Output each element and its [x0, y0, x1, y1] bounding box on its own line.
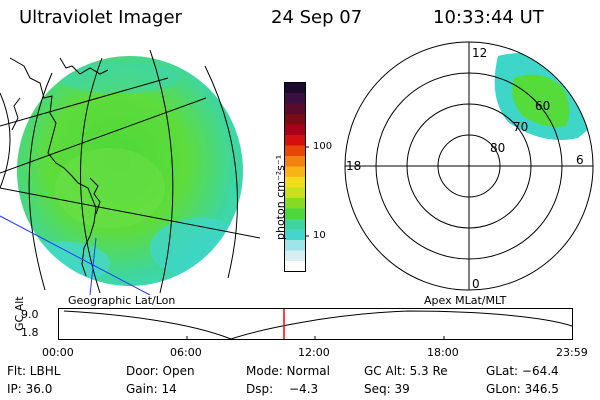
colorbar-swatch [284, 219, 306, 230]
colorbar-swatch [284, 82, 306, 94]
mlat-label-70: 70 [513, 120, 528, 134]
mlat-label-80: 80 [490, 141, 505, 155]
dsp-value: −4.3 [289, 382, 319, 396]
time-label: 10:33:44 UT [433, 7, 544, 28]
mlt-label-0: 0 [472, 277, 480, 291]
coastline [9, 57, 109, 277]
colorbar [284, 82, 309, 272]
colorbar-swatch [284, 103, 306, 115]
time-tick-0600: 06:00 [170, 346, 202, 359]
time-tick-2359: 23:59 [556, 346, 588, 359]
colorbar-label-100: 100 [313, 141, 333, 152]
instrument-title: Ultraviolet Imager [19, 7, 182, 28]
mode-status: Mode: Normal [246, 364, 330, 378]
geographic-aurora-image [0, 49, 260, 295]
time-tick-1800: 18:00 [427, 346, 459, 359]
colorbar-swatch [284, 124, 306, 136]
colorbar-swatch [284, 156, 306, 167]
time-tick-1200: 12:00 [298, 346, 330, 359]
colorbar-swatch [284, 166, 306, 178]
colorbar-swatch [284, 114, 306, 125]
mlt-label-18: 18 [346, 159, 361, 173]
colorbar-swatch [284, 240, 306, 251]
door-status: Door: Open [126, 364, 195, 378]
mlt-label-12: 12 [472, 46, 487, 60]
colorbar-swatch [284, 229, 306, 241]
colorbar-swatch [284, 145, 306, 157]
colorbar-swatch [284, 198, 306, 209]
lat-lon-grid [0, 49, 260, 294]
gc-altitude-status: GC Alt: 5.3 Re [364, 364, 448, 378]
colorbar-label-10: 10 [313, 230, 326, 241]
altitude-tick-high: 9.0 [21, 308, 39, 321]
filter-status: Flt: LBHL [7, 364, 61, 378]
mlt-label-6: 6 [576, 153, 584, 167]
colorbar-swatch [284, 208, 306, 220]
colorbar-swatch [284, 93, 306, 104]
apex-projection-label: Apex MLat/MLT [424, 294, 507, 307]
equator-line [0, 215, 151, 295]
glat-status: GLat: −64.4 [486, 364, 559, 378]
polar-grid [344, 41, 594, 291]
altitude-plot [58, 308, 573, 340]
colorbar-swatch [284, 135, 306, 146]
colorbar-swatch [284, 187, 306, 199]
geographic-projection-label: Geographic Lat/Lon [68, 294, 176, 307]
colorbar-swatch [284, 177, 306, 188]
colorbar-unit-label: photon cm⁻²s⁻¹ [274, 154, 287, 240]
dateline-segment [89, 237, 97, 295]
altitude-curve [63, 310, 573, 340]
sequence-status: Seq: 39 [364, 382, 410, 396]
polar-mlat-mlt-plot: 12 18 6 0 60 70 80 [344, 41, 594, 291]
mlat-label-60: 60 [535, 99, 550, 113]
date-label: 24 Sep 07 [271, 7, 363, 28]
colorbar-swatch [284, 261, 306, 272]
colorbar-swatch [284, 250, 306, 262]
glon-status: GLon: 346.5 [486, 382, 559, 396]
time-tick-0000: 00:00 [42, 346, 74, 359]
dsp-label: Dsp: [246, 382, 274, 396]
gain-status: Gain: 14 [126, 382, 177, 396]
altitude-tick-low: 1.8 [21, 326, 39, 339]
ip-status: IP: 36.0 [7, 382, 53, 396]
